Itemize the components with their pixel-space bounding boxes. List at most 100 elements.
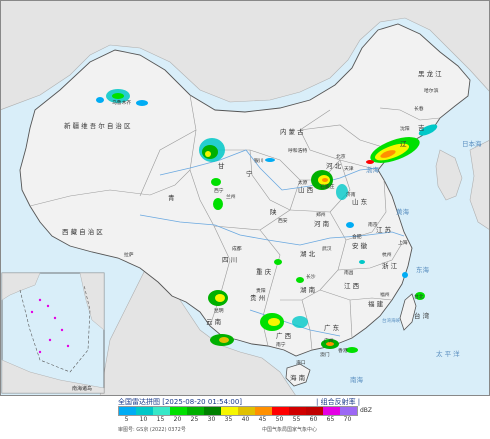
label-heilongjiang: 黑 龙 江 [418,69,442,78]
city-xian: 西安 [278,217,288,224]
legend-swatch-50 [272,407,289,415]
legend-label-20: 20 [173,416,182,423]
foreign-land-south [99,259,297,397]
city-nanning: 南宁 [276,341,286,348]
sea-huanghai: 黄海 [396,207,410,216]
province-labels: 新 疆 维 吾 尔 自 治 区 西 藏 自 治 区 青 甘 内 蒙 古 黑 龙 … [62,69,442,382]
china-land [19,23,471,357]
legend-label-25: 25 [190,416,199,423]
city-hefei: 合肥 [352,233,362,240]
city-shanghai: 上海 [398,239,408,246]
city-yinchuan: 银川 [254,157,264,164]
label-hubei: 湖 北 [300,249,316,258]
city-kunming: 昆明 [214,308,224,314]
south-china-sea-inset: 南海诸岛 [1,272,105,394]
legend-label-35: 35 [224,416,233,423]
city-beijing: 北京 [336,153,346,160]
label-jilin: 吉 [418,124,425,132]
label-liaoning: 辽 [400,140,407,148]
city-changsha: 长沙 [306,273,316,280]
city-fuzhou: 福州 [380,291,390,298]
legend-label-70: 70 [343,416,352,423]
label-guangdong: 广 东 [324,323,340,332]
label-shaanxi: 陕 [270,207,277,216]
label-hebei: 河 北 [326,162,342,170]
city-harbin: 哈尔滨 [424,87,439,94]
city-nanjing: 南京 [368,221,378,228]
label-fujian: 福 建 [368,299,384,308]
city-chengdu: 成都 [232,245,242,252]
legend-swatch-15 [153,407,170,415]
label-neimenggu: 内 蒙 古 [280,127,304,136]
city-shijiazhuang: 石家庄 [320,183,335,190]
legend-swatch-25 [187,407,204,415]
legend-swatch-30 [204,407,221,415]
legend-label-60: 60 [309,416,318,423]
sea-nanhai: 南海 [350,375,364,384]
city-hohhot: 呼和浩特 [288,147,307,154]
radar-legend: 全国雷达拼图 [2025-08-20 01:54:00] | 组合反射率 | 5… [0,396,490,439]
legend-label-45: 45 [258,416,267,423]
legend-swatch-60 [306,407,323,415]
taiwan-island [399,293,417,331]
label-xizang: 西 藏 自 治 区 [62,227,103,236]
city-nanchang: 南昌 [344,269,354,276]
legend-label-65: 65 [326,416,335,423]
legend-label-5: 5 [124,416,129,423]
legend-label-10: 10 [139,416,148,423]
legend-color-bar [118,406,358,416]
city-xining: 西宁 [214,187,224,194]
legend-swatch-5 [119,407,136,415]
label-shanxi: 山 西 [298,185,314,194]
hainan-island [285,363,311,387]
legend-label-15: 15 [156,416,165,423]
sea-riben-hai: 日本海 [462,139,482,148]
label-hainan: 海 南 [290,373,306,382]
city-zhengzhou: 郑州 [316,211,326,218]
city-wuhan: 武汉 [322,245,332,252]
sea-donghai: 东海 [416,265,430,274]
city-guiyang: 贵阳 [256,287,266,294]
city-urumqi: 乌鲁木齐 [112,99,131,106]
legend-organization: 中国气象局国家气象中心 [262,427,318,433]
legend-product: | 组合反射率 | [316,398,361,406]
label-ningxia: 宁 [246,169,253,178]
legend-label-50: 50 [275,416,284,423]
legend-swatch-45 [255,407,272,415]
label-xinjiang: 新 疆 维 吾 尔 自 治 区 [64,121,131,130]
legend-label-40: 40 [241,416,250,423]
city-hongkong: 香港 [338,347,348,354]
radar-echoes [96,89,438,353]
legend-swatch-65 [323,407,340,415]
city-guangzhou: 广州 [324,337,334,344]
legend-swatch-35 [221,407,238,415]
legend-title: 全国雷达拼图 [2025-08-20 01:54:00] [118,398,243,406]
label-yunnan: 云 南 [206,317,222,326]
city-tianjin: 天津 [344,165,354,172]
legend-swatch-55 [289,407,306,415]
sea-labels: 渤海 黄海 东海 南海 太 平 洋 日本海 台湾海峡 [350,139,482,384]
label-taiwan: 台 湾 [414,311,430,320]
city-haikou: 海口 [296,359,306,366]
label-gansu: 甘 [218,161,225,170]
city-lhasa: 拉萨 [124,251,134,258]
city-labels: 乌鲁木齐 拉萨 西宁 兰州 银川 呼和浩特 北京 天津 石家庄 太原 济南 郑州… [112,87,439,366]
foreign-land-north [0,0,490,111]
legend-swatch-10 [136,407,153,415]
label-jiangxi: 江 西 [344,282,360,290]
legend-unit: dBZ [360,407,373,414]
label-sichuan: 四 川 [222,256,237,264]
city-taipei: 台北 [414,293,424,300]
label-hunan: 湖 南 [300,285,316,294]
label-chongqing: 重 庆 [256,267,272,276]
city-lanzhou: 兰州 [226,193,236,200]
legend-map-number: 审图号: GS京 (2022) 0372号 [118,427,186,433]
korea-japan [435,139,490,231]
legend-swatch-40 [238,407,255,415]
map-canvas: 南海诸岛 新 疆 维 吾 尔 自 治 区 西 藏 自 治 区 青 甘 内 蒙 古… [0,0,490,397]
legend-scale-labels: 5 10 15 20 25 30 35 40 45 50 55 60 65 70 [118,416,358,424]
label-henan: 河 南 [314,219,330,228]
sea-bohai: 渤海 [366,165,380,174]
sea-taipingyang: 太 平 洋 [436,349,460,358]
label-zhejiang: 浙 江 [382,261,398,270]
